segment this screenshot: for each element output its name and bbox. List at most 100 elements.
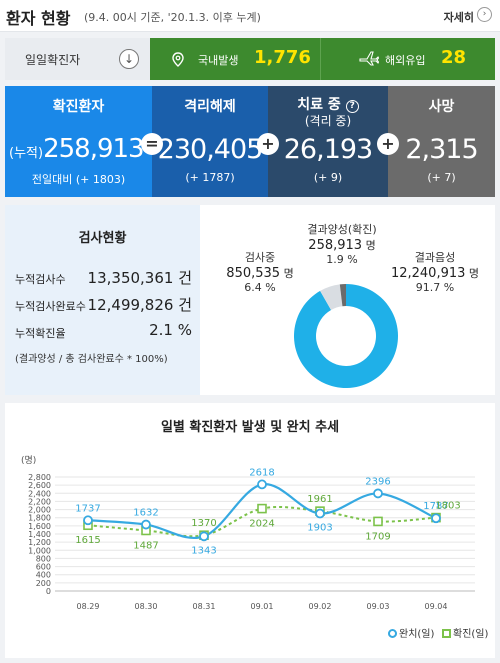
y-tick-label: 2,200 (28, 497, 51, 506)
map-pin-icon (172, 52, 184, 71)
x-tick-label: 09.03 (367, 602, 390, 611)
testing-unit: 명 (283, 267, 294, 280)
recovered-data-label: 1787 (423, 501, 448, 512)
y-tick-label: 0 (46, 587, 51, 596)
x-tick-label: 09.01 (251, 602, 274, 611)
completed-tests-value: 12,499,826 건 (87, 296, 192, 314)
confirmed-data-label: 1803 (435, 501, 460, 512)
chevron-right-icon[interactable]: › (477, 7, 492, 22)
released-title: 격리해제 (184, 99, 236, 115)
equals-icon: = (141, 133, 163, 155)
positive-legend: 결과양성(확진) 258,913 명 1.9 % (277, 221, 407, 266)
positive-pct: 1.9 % (326, 253, 358, 266)
treatment-subtitle: (격리 중) (304, 114, 352, 128)
confirmed-data-label: 1615 (75, 535, 100, 546)
trend-chart-panel: 일별 확진환자 발생 및 완치 추세 (명) 0 200 400 600 800 1,000… (5, 403, 495, 658)
released-footer: (+ 1787) (185, 171, 235, 184)
y-tick-label: 1,800 (28, 514, 51, 523)
x-tick-label: 08.31 (193, 602, 216, 611)
recovered-data-label: 1903 (307, 523, 332, 534)
legend-confirmed: 확진(일) (442, 625, 488, 640)
daily-label: 일일확진자 (25, 53, 81, 67)
y-tick-label: 200 (36, 579, 51, 588)
confirmed-point (257, 503, 267, 514)
recovered-point (315, 508, 325, 519)
confirmed-data-label: 1370 (191, 518, 216, 529)
stats-row: 확진환자 (누적)258,913 전일대비 (+ 1803) 격리해제 230,… (5, 86, 495, 197)
confirmed-footer: 전일대비 (+ 1803) (31, 173, 126, 186)
released-card: 격리해제 230,405 (+ 1787) (152, 86, 268, 197)
death-value: 2,315 (405, 134, 478, 165)
completed-tests-label: 누적검사완료수 (15, 300, 86, 313)
confirmed-data-label: 2024 (249, 519, 274, 530)
test-title: 검사현황 (78, 231, 127, 246)
total-tests-label: 누적검사수 (15, 273, 66, 286)
positive-label: 결과양성(확진) (307, 223, 377, 236)
test-status-panel: 검사현황 누적검사수 13,350,361 건 누적검사완료수 12,499,8… (5, 205, 495, 395)
x-tick-label: 08.29 (77, 602, 100, 611)
donut-slice-testing (320, 284, 343, 310)
confirmed-prefix: (누적) (9, 146, 44, 161)
confirmed-card: 확진환자 (누적)258,913 전일대비 (+ 1803) (5, 86, 152, 197)
y-tick-label: 1,000 (28, 546, 51, 555)
negative-pct: 91.7 % (415, 281, 455, 294)
treatment-card: 치료 중 ? (격리 중) 26,193 (+ 9) (268, 86, 388, 197)
confirmed-title: 확진환자 (52, 99, 105, 115)
test-summary: 검사현황 누적검사수 13,350,361 건 누적검사완료수 12,499,8… (5, 205, 200, 395)
released-value: 230,405 (157, 134, 264, 165)
help-icon[interactable]: ? (345, 100, 359, 113)
recovered-data-label: 2618 (249, 467, 274, 478)
domestic-value: 1,776 (254, 47, 311, 68)
x-tick-label: 09.02 (309, 602, 332, 611)
treatment-value: 26,193 (283, 134, 373, 165)
death-title: 사망 (428, 99, 455, 115)
testing-label: 검사중 (244, 251, 276, 264)
plus-icon: + (377, 133, 399, 155)
recovered-point (373, 488, 383, 499)
testing-pct: 6.4 % (244, 281, 276, 294)
x-tick-label: 09.04 (425, 602, 448, 611)
testing-value: 850,535 (226, 266, 281, 281)
recovered-data-label: 1343 (191, 545, 216, 556)
recovered-data-label: 2396 (365, 476, 390, 487)
negative-unit: 명 (468, 267, 480, 280)
recovered-point (199, 531, 209, 542)
legend-confirmed-label: 확진(일) (453, 629, 489, 640)
donut-slice-positive (339, 284, 346, 307)
confirmed-value: 258,913 (43, 134, 145, 164)
airplane-icon (359, 50, 380, 70)
y-tick-label: 2,600 (28, 481, 51, 490)
positive-rate-label: 누적확진율 (15, 327, 66, 340)
page-subtitle: (9.4. 00시 기준, '20.1.3. 이후 누계) (84, 11, 261, 24)
y-tick-label: 1,200 (28, 538, 51, 547)
legend-recovered: 완치(일) (388, 625, 434, 640)
y-axis-label: (명) (21, 455, 36, 466)
daily-label-box: 일일확진자 ↓ (5, 38, 150, 80)
positive-unit: 명 (365, 239, 376, 252)
circle-marker-icon (388, 629, 397, 638)
domestic-box: 국내발생 1,776 (150, 38, 320, 80)
negative-legend: 결과음성 12,240,913 명 91.7 % (377, 249, 493, 294)
recovered-point (83, 515, 93, 526)
recovered-point (257, 479, 267, 490)
y-tick-label: 2,000 (28, 506, 51, 515)
confirmed-data-label: 1961 (307, 494, 332, 505)
y-tick-label: 1,600 (28, 522, 51, 531)
details-link[interactable]: 자세히 (443, 11, 474, 24)
death-card: 사망 2,315 (+ 7) (388, 86, 495, 197)
positive-rate-value: 2.1 % (149, 321, 192, 339)
chart-title: 일별 확진환자 발생 및 완치 추세 (160, 420, 340, 435)
negative-label: 결과음성 (414, 251, 456, 264)
death-footer: (+ 7) (427, 171, 456, 184)
trend-chart: (명) 02004006008001,0001,2001,4001,6001,80… (21, 455, 475, 611)
legend-recovered-label: 완치(일) (399, 629, 435, 640)
recovered-data-label: 1737 (75, 503, 100, 514)
arrow-down-icon[interactable]: ↓ (119, 49, 139, 69)
y-tick-label: 800 (36, 554, 51, 563)
confirmed-point (373, 516, 383, 527)
recovered-data-label: 1632 (133, 508, 158, 519)
negative-value: 12,240,913 (390, 266, 466, 281)
confirmed-value-row: (누적)258,913 (9, 134, 156, 164)
test-donut-chart (294, 284, 398, 388)
treatment-title: 치료 중 (297, 97, 341, 113)
